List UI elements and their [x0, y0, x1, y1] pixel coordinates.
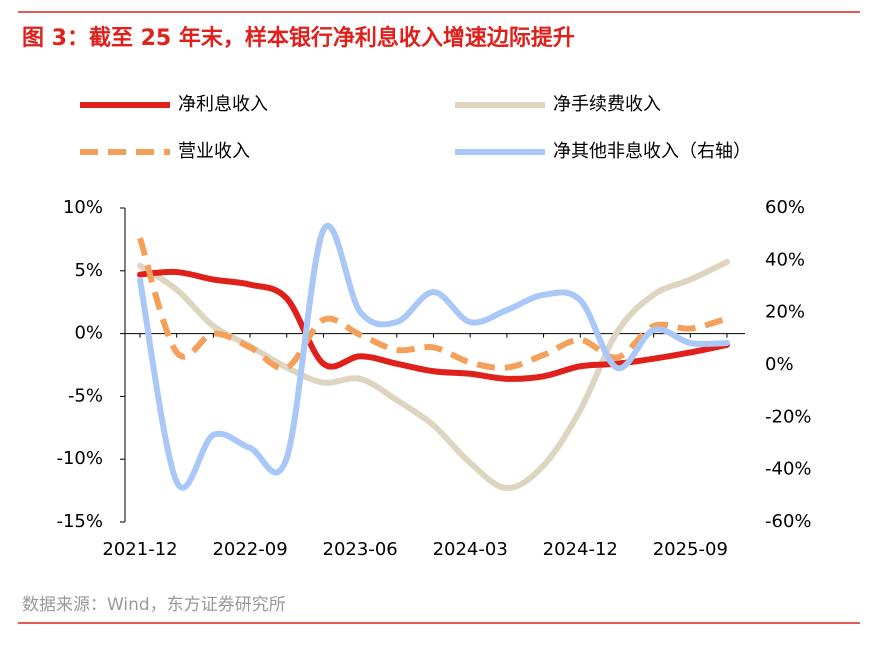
y-tick-label: -15%	[56, 511, 103, 532]
x-tick-label: 2024-12	[543, 539, 618, 560]
legend-label: 净利息收入	[178, 94, 268, 115]
y2-tick-label: 60%	[765, 197, 805, 218]
legend-label: 营业收入	[178, 141, 250, 162]
x-tick-label: 2025-09	[653, 539, 728, 560]
series-line	[137, 237, 728, 372]
y2-tick-label: -20%	[765, 406, 812, 427]
y-tick-label: 10%	[63, 197, 103, 218]
x-tick-label: 2022-09	[212, 539, 287, 560]
y-tick-label: 0%	[74, 323, 103, 344]
x-tick-label: 2024-03	[433, 539, 508, 560]
series-line	[137, 268, 730, 382]
y2-tick-label: 20%	[765, 302, 805, 323]
chart-title: 图 3：截至 25 年末，样本银行净利息收入增速边际提升	[22, 25, 575, 51]
y2-tick-label: -60%	[765, 511, 812, 532]
y-tick-label: -5%	[68, 385, 103, 406]
y2-tick-label: 40%	[765, 249, 805, 270]
y2-tick-label: 0%	[765, 354, 794, 375]
x-tick-label: 2021-12	[102, 539, 177, 560]
y2-tick-label: -40%	[765, 459, 812, 480]
y-tick-label: 5%	[74, 260, 103, 281]
series-line	[137, 223, 730, 491]
x-tick-label: 2023-06	[323, 539, 398, 560]
legend-label: 净手续费收入	[553, 94, 661, 115]
y-tick-label: -10%	[56, 448, 103, 469]
legend-label: 净其他非息收入（右轴）	[553, 141, 751, 162]
source-note: 数据来源：Wind，东方证券研究所	[22, 595, 286, 615]
series-line	[137, 259, 730, 492]
